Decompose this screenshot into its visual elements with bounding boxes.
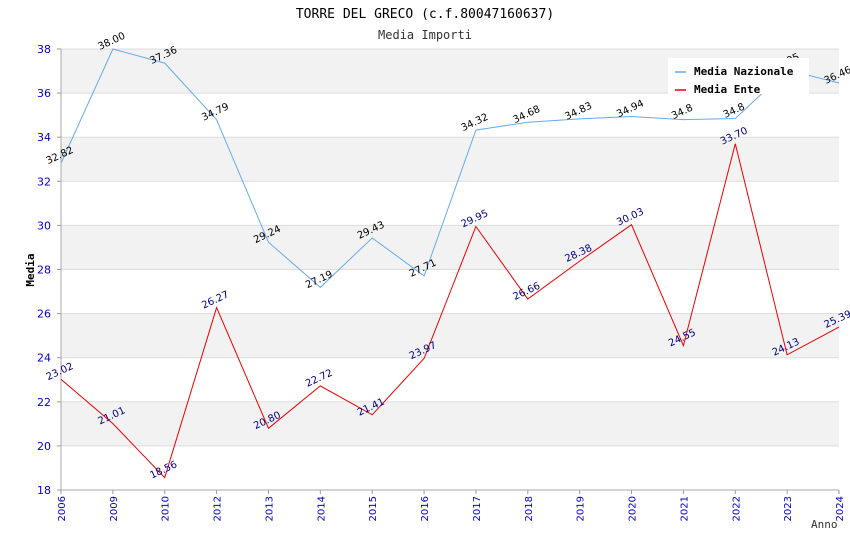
series-line-media-ente <box>60 143 840 479</box>
x-tick-label: 2020 <box>628 496 639 521</box>
legend-label-media-ente: Media Ente <box>694 83 761 96</box>
y-tick-label: 38 <box>37 43 51 56</box>
y-tick-label: 36 <box>37 87 51 100</box>
x-axis-label: Anno <box>811 518 838 531</box>
x-tick-label: 2009 <box>109 496 120 521</box>
series-line-media-nazionale <box>60 48 840 289</box>
y-tick-label: 32 <box>37 175 51 188</box>
series-lines <box>60 48 840 479</box>
x-tick-label: 2015 <box>368 496 379 521</box>
y-axis-label: Media <box>24 253 37 286</box>
legend-box <box>668 58 809 94</box>
y-tick-label: 28 <box>37 264 51 277</box>
legend: Media Nazionale Media Ente <box>668 58 809 96</box>
plot-band <box>61 225 839 270</box>
legend-label-media-nazionale: Media Nazionale <box>694 65 794 78</box>
y-tick-label: 30 <box>37 219 51 232</box>
x-tick-label: 2017 <box>472 496 483 521</box>
y-tick-label: 20 <box>37 440 51 453</box>
plot-band <box>61 93 839 138</box>
x-tick-label: 2019 <box>576 496 587 521</box>
y-tick-label: 34 <box>37 131 51 144</box>
y-tick-label: 22 <box>37 396 51 409</box>
x-tick-label: 2021 <box>679 496 690 521</box>
plot-band <box>61 445 839 490</box>
plot-band <box>61 137 839 182</box>
chart-title: TORRE DEL GRECO (c.f.80047160637) <box>296 7 554 22</box>
chart-subtitle: Media Importi <box>378 28 472 42</box>
y-tick-label: 24 <box>37 352 51 365</box>
plot-band <box>61 401 839 446</box>
x-tick-label: 2018 <box>524 496 535 521</box>
x-tick-label: 2006 <box>57 496 68 521</box>
x-tick-label: 2014 <box>316 496 327 521</box>
x-tick-label: 2013 <box>264 496 275 521</box>
x-tick-label: 2016 <box>420 496 431 521</box>
axes <box>60 49 839 491</box>
plot-band <box>61 313 839 358</box>
y-tick-label: 26 <box>37 308 51 321</box>
x-tick-labels: 2006 2009 2010 2012 2013 2014 2015 2016 2017 2018… <box>57 496 846 521</box>
y-tick-label: 18 <box>37 484 51 497</box>
x-tick-label: 2023 <box>783 496 794 521</box>
x-tick-label: 2022 <box>731 496 742 521</box>
plot-band <box>61 357 839 402</box>
x-tick-label: 2012 <box>213 496 224 521</box>
y-tick-labels: 18 20 22 24 26 28 30 32 34 36 38 <box>37 43 51 497</box>
x-tick-label: 2024 <box>835 496 846 521</box>
x-tick-label: 2010 <box>161 496 172 521</box>
